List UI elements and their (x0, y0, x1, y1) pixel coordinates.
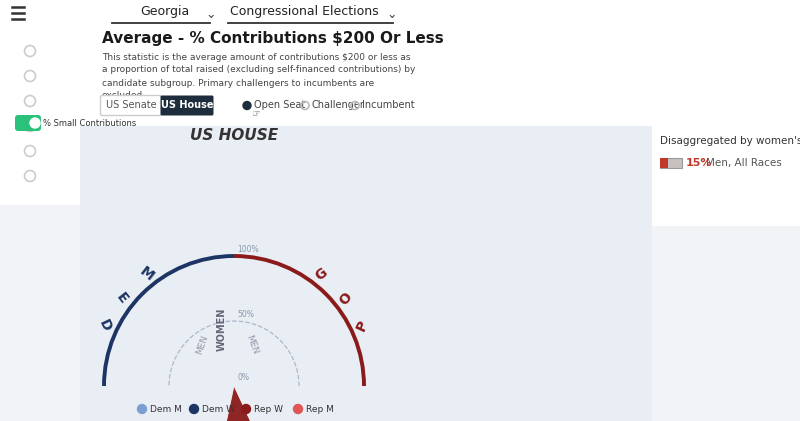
Circle shape (242, 405, 250, 413)
Text: 50%: 50% (237, 310, 254, 319)
FancyBboxPatch shape (660, 158, 682, 168)
Text: 100%: 100% (237, 245, 258, 254)
Circle shape (190, 405, 198, 413)
FancyBboxPatch shape (161, 96, 214, 115)
FancyBboxPatch shape (101, 96, 162, 115)
Text: P: P (354, 318, 371, 333)
Text: O: O (337, 290, 355, 308)
Circle shape (138, 405, 146, 413)
Text: US Senate: US Senate (106, 101, 156, 110)
Text: MEN: MEN (194, 334, 210, 356)
Text: Disaggregated by women's race/ethnicity: Disaggregated by women's race/ethnicity (660, 136, 800, 146)
Text: WOMEN: WOMEN (217, 308, 227, 351)
Text: Congressional Elections: Congressional Elections (230, 5, 378, 19)
FancyBboxPatch shape (0, 0, 800, 205)
Text: candidate subgroup. Primary challengers to incumbents are: candidate subgroup. Primary challengers … (102, 78, 374, 88)
Circle shape (30, 118, 40, 128)
FancyBboxPatch shape (652, 126, 800, 226)
Text: 0%: 0% (237, 373, 249, 382)
Circle shape (243, 101, 251, 109)
Text: % Small Contributions: % Small Contributions (43, 118, 136, 128)
Text: Dem W: Dem W (202, 405, 235, 413)
FancyBboxPatch shape (15, 115, 41, 131)
Text: Open Seat: Open Seat (254, 101, 306, 110)
Text: M: M (137, 264, 156, 284)
Text: Dem M: Dem M (150, 405, 182, 413)
Text: Men, All Races: Men, All Races (706, 158, 782, 168)
FancyBboxPatch shape (660, 158, 668, 168)
Text: ⌄: ⌄ (386, 8, 397, 21)
Text: excluded.: excluded. (102, 91, 146, 101)
Text: Rep W: Rep W (254, 405, 283, 413)
Text: ⌄: ⌄ (205, 8, 215, 21)
Text: This statistic is the average amount of contributions $200 or less as: This statistic is the average amount of … (102, 53, 410, 61)
Text: a proportion of total raised (excluding self-financed contributions) by: a proportion of total raised (excluding … (102, 66, 415, 75)
FancyBboxPatch shape (80, 126, 652, 421)
Wedge shape (224, 386, 255, 421)
FancyBboxPatch shape (0, 0, 800, 26)
Circle shape (294, 405, 302, 413)
Text: Challenger: Challenger (312, 101, 365, 110)
Text: Incumbent: Incumbent (362, 101, 414, 110)
Text: US HOUSE: US HOUSE (190, 128, 278, 144)
Text: D: D (97, 318, 114, 334)
Text: ☞: ☞ (250, 109, 259, 119)
Text: Georgia: Georgia (140, 5, 190, 19)
Text: Average - % Contributions $200 Or Less: Average - % Contributions $200 Or Less (102, 32, 444, 46)
Text: Rep M: Rep M (306, 405, 334, 413)
Text: 15%: 15% (686, 158, 713, 168)
Text: G: G (313, 265, 330, 283)
Text: E: E (114, 290, 130, 306)
Text: MEN: MEN (244, 334, 260, 356)
Text: US House: US House (161, 101, 214, 110)
